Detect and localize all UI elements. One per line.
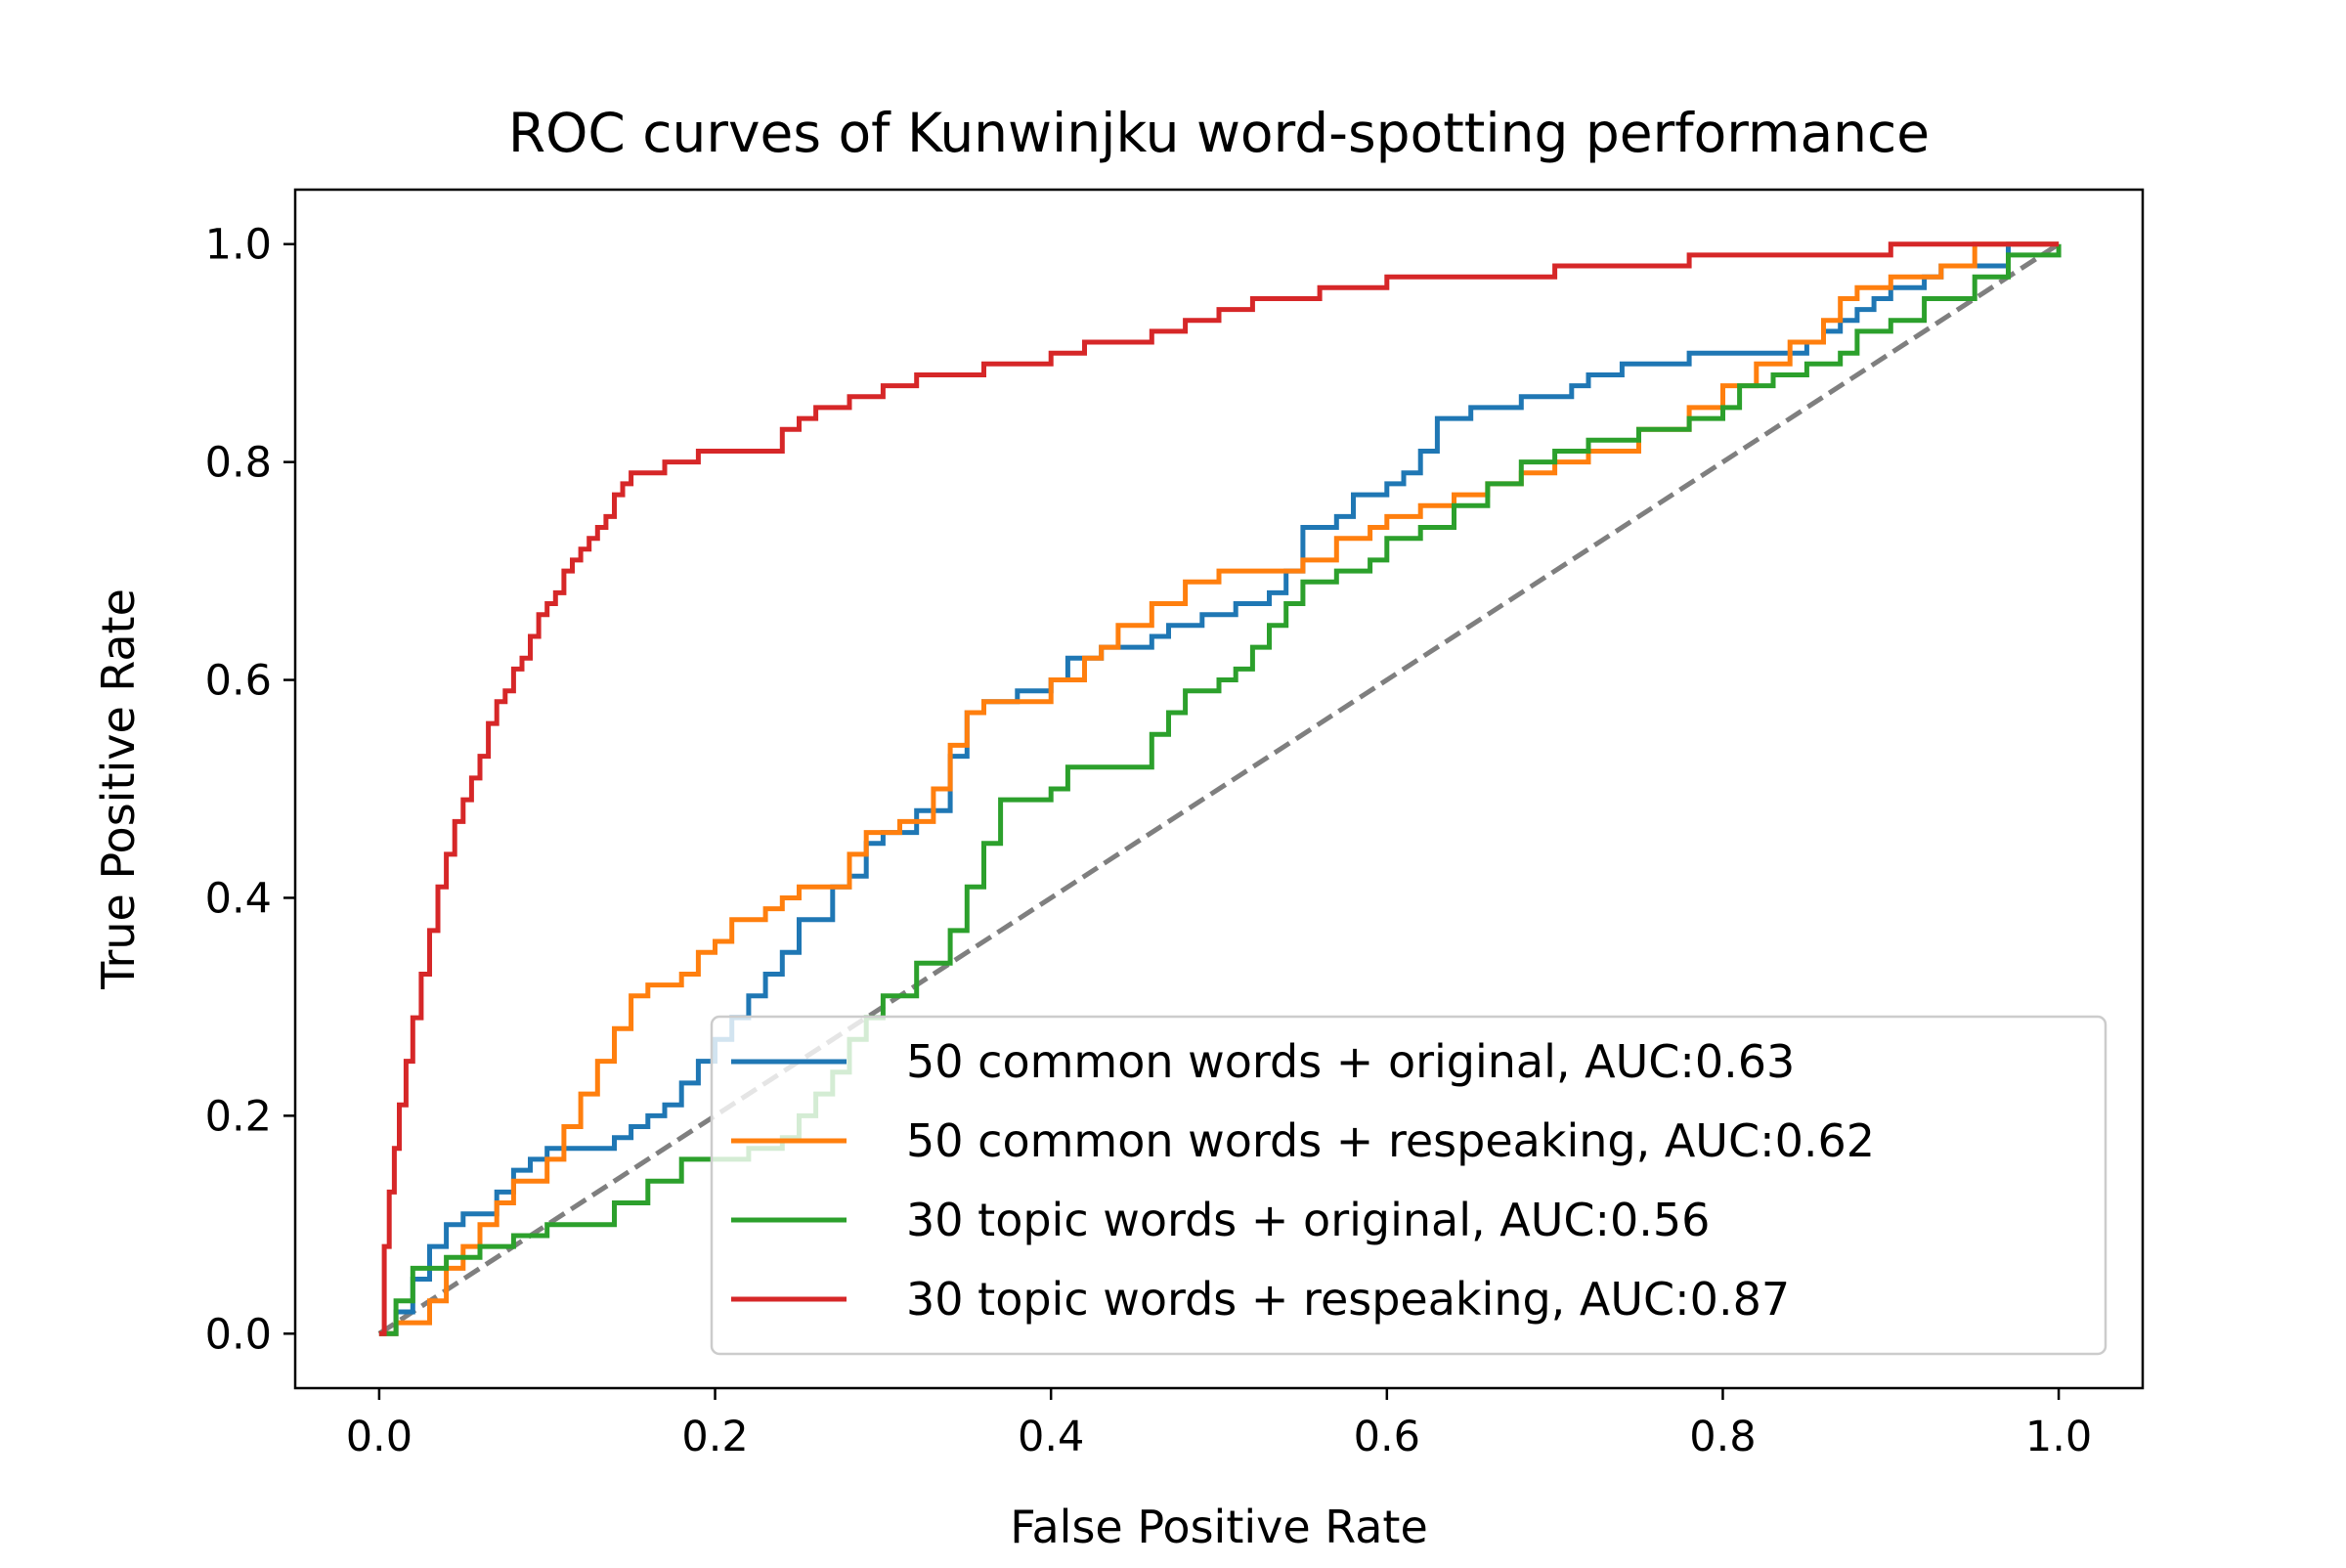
roc-curve-series-2 — [378, 241, 2060, 1336]
x-tick-label: 0.8 — [1689, 1413, 1756, 1461]
y-tick-label: 0.4 — [205, 874, 272, 923]
y-tick-label: 0.0 — [205, 1310, 272, 1359]
legend-box — [710, 1015, 2107, 1356]
legend: 50 common words + original, AUC:0.63 50 c… — [710, 1015, 2107, 1356]
legend-label: 50 common words + original, AUC:0.63 — [906, 1035, 1795, 1088]
x-axis-ticks: 0.0 0.2 0.4 0.6 0.8 1.0 — [346, 1388, 2092, 1461]
chart-title: ROC curves of Kunwinjku word-spotting pe… — [508, 102, 1930, 164]
x-axis-label: False Positive Rate — [1010, 1501, 1428, 1553]
y-tick-label: 0.2 — [205, 1092, 272, 1141]
legend-label: 50 common words + respeaking, AUC:0.62 — [906, 1114, 1875, 1167]
roc-curve-series-4 — [378, 241, 2060, 1336]
roc-curve-series-3 — [378, 243, 2062, 1336]
y-tick-label: 0.8 — [205, 439, 272, 488]
y-axis-label: True Positive Rate — [92, 588, 145, 990]
legend-label: 30 topic words + original, AUC:0.56 — [906, 1194, 1710, 1246]
y-axis-ticks: 0.0 0.2 0.4 0.6 0.8 1.0 — [205, 221, 295, 1359]
plot-area — [377, 241, 2062, 1336]
x-tick-label: 0.6 — [1354, 1413, 1420, 1461]
x-tick-label: 0.2 — [681, 1413, 748, 1461]
x-tick-label: 1.0 — [2025, 1413, 2092, 1461]
x-tick-label: 0.0 — [346, 1413, 413, 1461]
x-tick-label: 0.4 — [1018, 1413, 1084, 1461]
legend-label: 30 topic words + respeaking, AUC:0.87 — [906, 1273, 1790, 1326]
chance-diagonal-line — [377, 241, 2061, 1336]
y-tick-label: 1.0 — [205, 221, 272, 270]
plot-frame — [293, 188, 2145, 1390]
y-tick-label: 0.6 — [205, 657, 272, 706]
